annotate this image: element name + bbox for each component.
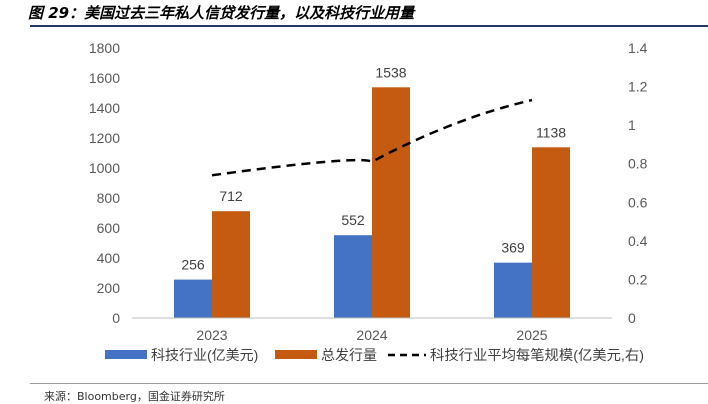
data-label: 552 (341, 212, 365, 228)
title-rule (30, 25, 708, 27)
figure-title: 图 29：美国过去三年私人信贷发行量，以及科技行业用量 (28, 2, 414, 23)
right-tick-label: 0.6 (628, 194, 648, 210)
source-note: 来源：Bloomberg，国金证券研究所 (44, 388, 225, 404)
left-tick-label: 400 (97, 250, 121, 266)
right-tick-label: 0.4 (628, 233, 648, 249)
right-tick-label: 1.2 (628, 79, 648, 95)
bar-tech-2023 (174, 280, 212, 318)
legend-swatch-total (275, 350, 317, 359)
left-axis: 0 200 400 600 800 1000 1200 1400 1600 1800 (89, 40, 120, 326)
left-tick-label: 1800 (89, 40, 120, 56)
chart: 0 200 400 600 800 1000 1200 1400 1600 1800 0 0.2 0.… (0, 30, 708, 380)
bars: 256 712 552 1538 369 1138 (174, 64, 570, 318)
left-tick-label: 1000 (89, 160, 120, 176)
bar-total-2025 (532, 147, 570, 318)
right-tick-label: 1.4 (628, 40, 648, 56)
right-tick-label: 0.8 (628, 156, 648, 172)
legend: 科技行业(亿美元) 总发行量 科技行业平均每笔规模(亿美元,右) (105, 347, 644, 363)
legend-swatch-tech (105, 350, 147, 359)
legend-label-tech: 科技行业(亿美元) (151, 347, 258, 363)
bar-total-2024 (372, 87, 410, 318)
x-tick-label: 2023 (196, 327, 227, 343)
data-label: 256 (181, 257, 205, 273)
bar-tech-2024 (334, 235, 372, 318)
legend-label-line: 科技行业平均每笔规模(亿美元,右) (430, 347, 644, 363)
bar-tech-2025 (494, 263, 532, 318)
left-tick-label: 600 (97, 220, 121, 236)
left-tick-label: 200 (97, 280, 121, 296)
right-axis: 0 0.2 0.4 0.6 0.8 1 1.2 1.4 (628, 40, 648, 326)
source-rule (30, 383, 708, 384)
right-tick-label: 0 (628, 310, 636, 326)
data-label: 369 (501, 240, 525, 256)
x-tick-label: 2025 (516, 327, 547, 343)
data-label: 1138 (536, 124, 566, 140)
bar-total-2023 (212, 211, 250, 318)
left-tick-label: 1200 (89, 130, 120, 146)
x-axis: 2023 2024 2025 (132, 318, 612, 343)
x-tick-label: 2024 (356, 327, 387, 343)
legend-label-total: 总发行量 (321, 347, 377, 363)
data-label: 1538 (375, 64, 406, 80)
left-tick-label: 1400 (89, 100, 120, 116)
left-tick-label: 800 (97, 190, 121, 206)
right-tick-label: 1 (628, 117, 636, 133)
left-tick-label: 0 (112, 310, 120, 326)
data-label: 712 (219, 188, 243, 204)
left-tick-label: 1600 (89, 70, 120, 86)
right-tick-label: 0.2 (628, 271, 648, 287)
